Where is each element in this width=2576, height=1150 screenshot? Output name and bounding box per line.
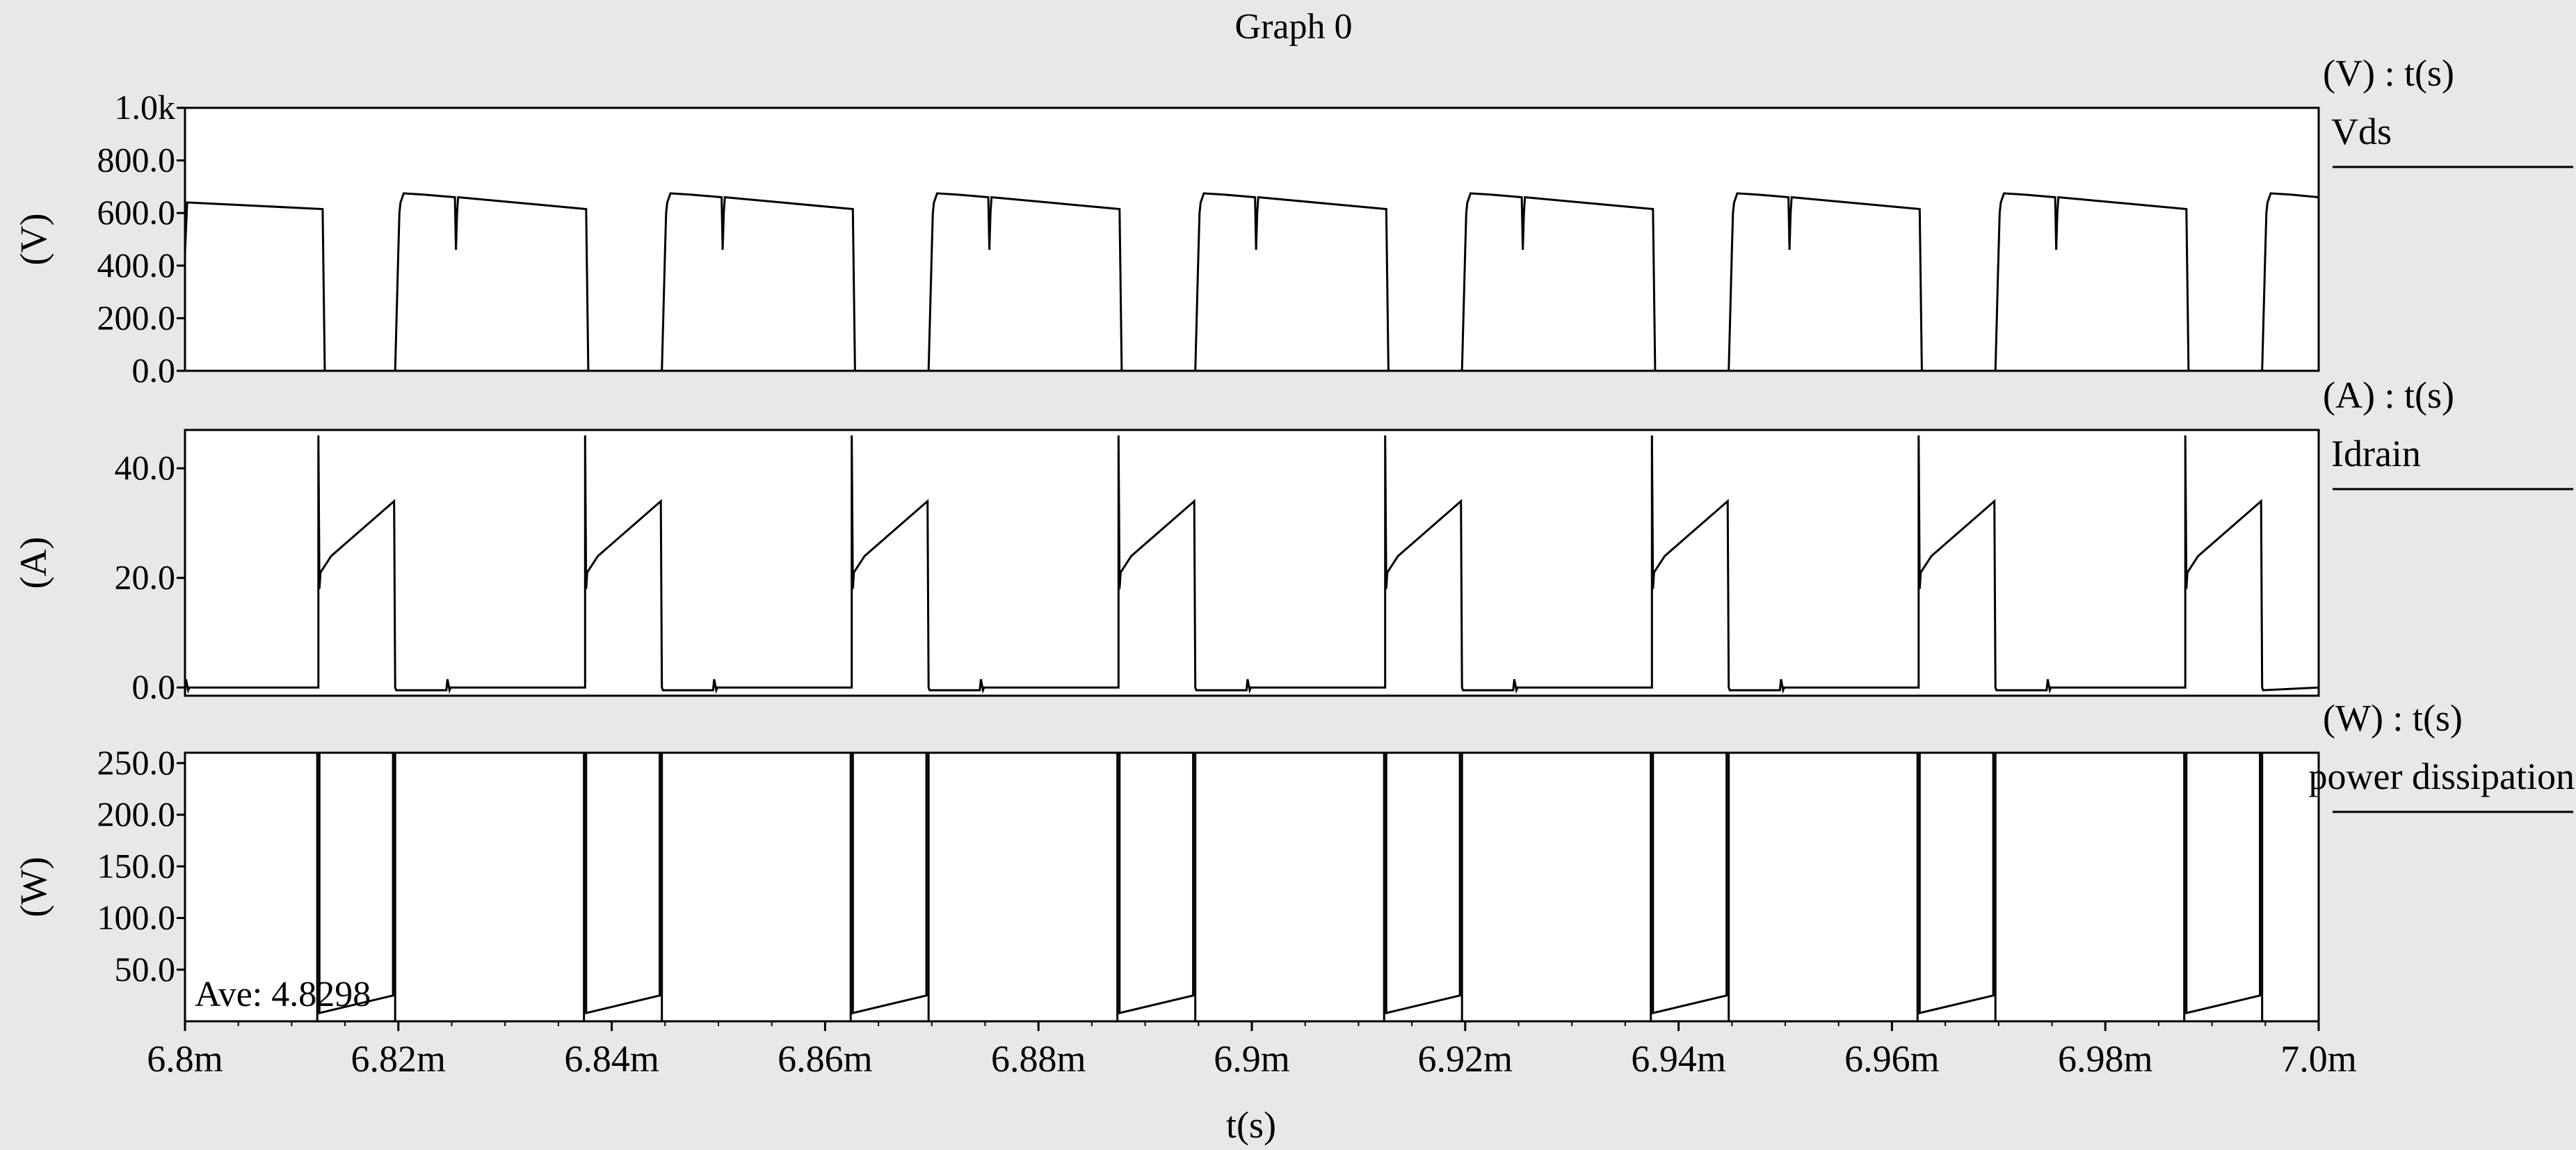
vds-plot-area [184,106,2320,372]
power-panel: 250.0 200.0 150.0 100.0 50.0 (W) (W) : t(s) pow… [13,697,2575,1023]
vds-y-tick-label: 400.0 [97,246,176,285]
time-axis: 6.8m 6.82m 6.84m 6.86m 6.88m 6.9m 6.92m 6.94m 6.… [147,1021,2357,1080]
vds-y-tick-label: 600.0 [97,193,176,232]
x-tick-label: 6.86m [778,1038,873,1080]
power-y-tick-label: 150.0 [97,846,176,885]
power-y-axis-label: (W) [13,857,54,918]
x-tick-label: 6.96m [1844,1038,1940,1080]
vds-y-tick-label: 1.0k [115,88,176,127]
vds-y-tick-label: 200.0 [97,298,176,337]
x-tick-label: 6.94m [1631,1038,1726,1080]
x-axis-label: t(s) [1226,1104,1276,1146]
idrain-y-tick-label: 0.0 [132,667,176,706]
idrain-trace [184,435,2319,694]
x-tick-label: 7.0m [2280,1038,2357,1080]
idrain-y-tick-label: 20.0 [115,558,176,597]
vds-series-name: Vds [2331,111,2392,152]
power-y-tick-label: 200.0 [97,794,176,833]
power-units-label: (W) : t(s) [2323,697,2463,739]
vds-y-tick-label: 0.0 [132,351,176,390]
x-tick-label: 6.92m [1418,1038,1513,1080]
power-y-tick-label: 250.0 [97,743,176,782]
x-tick-label: 6.88m [991,1038,1086,1080]
vds-y-axis-label: (V) [13,214,54,266]
power-y-tick-label: 100.0 [97,898,176,937]
vds-units-label: (V) : t(s) [2323,52,2454,94]
graph-title: Graph 0 [1235,7,1353,47]
idrain-panel: 40.0 20.0 0.0 (A) (A) : t(s) Idrain [13,374,2573,706]
idrain-y-tick-label: 40.0 [115,448,176,487]
idrain-y-axis-label: (A) [13,537,54,589]
vds-y-tick-label: 800.0 [97,141,176,179]
idrain-units-label: (A) : t(s) [2323,374,2454,416]
power-trace [185,751,2319,1023]
power-plot-area [184,751,2320,1023]
x-tick-label: 6.8m [147,1038,223,1080]
average-annotation: Ave: 4.8298 [195,975,371,1014]
x-tick-label: 6.84m [564,1038,659,1080]
vds-panel: 1.0k 800.0 600.0 400.0 200.0 0.0 (V) (V) : t(s)… [13,52,2573,390]
power-y-tick-label: 50.0 [115,950,176,989]
x-tick-label: 6.98m [2058,1038,2153,1080]
idrain-series-name: Idrain [2331,433,2421,474]
x-tick-label: 6.82m [351,1038,446,1080]
power-series-name: power dissipation [2309,756,2575,797]
x-tick-label: 6.9m [1214,1038,1290,1080]
vds-trace [184,192,2319,372]
idrain-plot-area [184,429,2320,697]
